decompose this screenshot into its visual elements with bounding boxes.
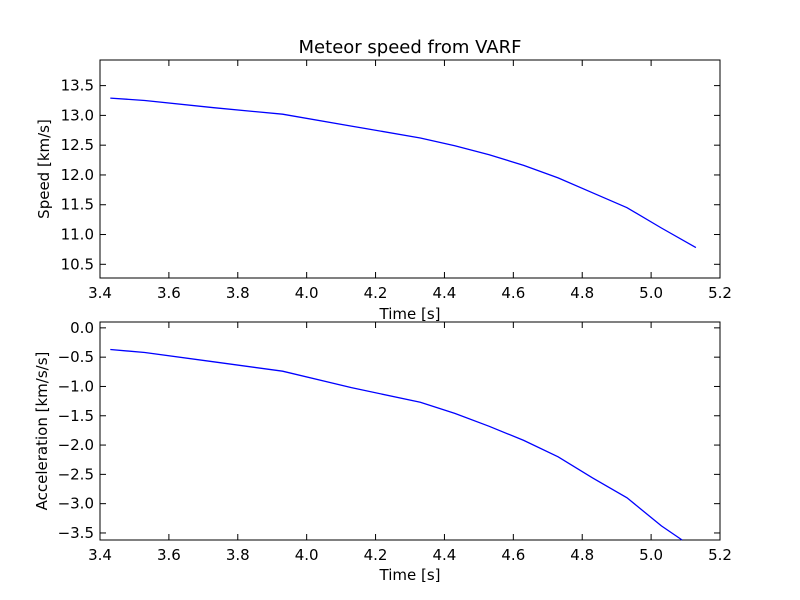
speed-y-tick-label: 11.0	[61, 226, 94, 244]
speed-series	[110, 97, 697, 249]
acceleration-x-tick-label: 4.8	[570, 546, 594, 564]
speed-x-axis-label: Time [s]	[379, 305, 441, 323]
speed-x-tick-label: 3.8	[226, 284, 250, 302]
speed-x-tick-label: 3.6	[157, 284, 181, 302]
speed-x-tick-label: 4.8	[570, 284, 594, 302]
acceleration-x-tick-label: 4.4	[433, 546, 457, 564]
acceleration-series	[110, 348, 683, 541]
acceleration-x-ticks: 3.4 3.6 3.8 4.0 4.2 4.4 4.6 4.8 5.0 5.2	[88, 322, 732, 564]
acceleration-y-tick-label: −3.0	[58, 495, 94, 513]
acceleration-y-tick-label: −2.0	[58, 436, 94, 454]
speed-y-ticks: 10.5 11.0 11.5 12.0 12.5 13.0 13.5	[61, 77, 720, 273]
acceleration-x-tick-label: 4.0	[295, 546, 319, 564]
acceleration-x-tick-label: 5.0	[639, 546, 663, 564]
speed-x-tick-label: 3.4	[88, 284, 112, 302]
acceleration-x-tick-label: 3.8	[226, 546, 250, 564]
speed-series-line	[110, 97, 697, 249]
acceleration-y-tick-label: −3.5	[58, 524, 94, 542]
acceleration-y-axis-label: Acceleration [km/s/s]	[33, 352, 51, 511]
acceleration-plot-frame	[99, 321, 721, 541]
acceleration-x-tick-label: 4.2	[364, 546, 388, 564]
acceleration-y-tick-label: −2.5	[58, 465, 94, 483]
speed-y-tick-label: 11.5	[61, 196, 94, 214]
speed-y-tick-label: 13.5	[61, 77, 94, 95]
speed-x-tick-label: 4.6	[501, 284, 525, 302]
speed-x-tick-label: 5.2	[708, 284, 732, 302]
speed-y-axis-label: Speed [km/s]	[35, 119, 53, 219]
speed-x-ticks: 3.4 3.6 3.8 4.0 4.2 4.4 4.6 4.8 5.0 5.2	[88, 60, 732, 302]
acceleration-subplot: 3.4 3.6 3.8 4.0 4.2 4.4 4.6 4.8 5.0 5.2 0.0 −0.5 −1…	[33, 319, 732, 584]
acceleration-x-tick-label: 3.6	[157, 546, 181, 564]
acceleration-x-tick-label: 4.6	[501, 546, 525, 564]
speed-y-tick-label: 13.0	[61, 106, 94, 124]
speed-x-tick-label: 4.0	[295, 284, 319, 302]
acceleration-y-tick-label: 0.0	[70, 319, 94, 337]
speed-x-tick-label: 5.0	[639, 284, 663, 302]
acceleration-y-tick-label: −0.5	[58, 348, 94, 366]
speed-y-tick-label: 12.5	[61, 136, 94, 154]
speed-x-tick-label: 4.4	[433, 284, 457, 302]
speed-subplot: 3.4 3.6 3.8 4.0 4.2 4.4 4.6 4.8 5.0 5.2 10.511.01…	[35, 59, 732, 323]
speed-y-tick-label: 10.5	[61, 255, 94, 273]
acceleration-y-ticks: 0.0 −0.5 −1.0 −1.5 −2.0 −2.5 −3.0 −3.5	[58, 319, 720, 542]
figure-title: Meteor speed from VARF	[299, 37, 522, 58]
speed-y-tick-label: 12.0	[61, 166, 94, 184]
speed-plot-frame	[99, 59, 721, 279]
acceleration-y-tick-label: −1.5	[58, 407, 94, 425]
acceleration-series-line	[110, 348, 683, 541]
speed-x-tick-label: 4.2	[364, 284, 388, 302]
acceleration-x-tick-label: 3.4	[88, 546, 112, 564]
acceleration-x-axis-label: Time [s]	[379, 566, 441, 584]
acceleration-y-tick-label: −1.0	[58, 377, 94, 395]
acceleration-x-tick-label: 5.2	[708, 546, 732, 564]
